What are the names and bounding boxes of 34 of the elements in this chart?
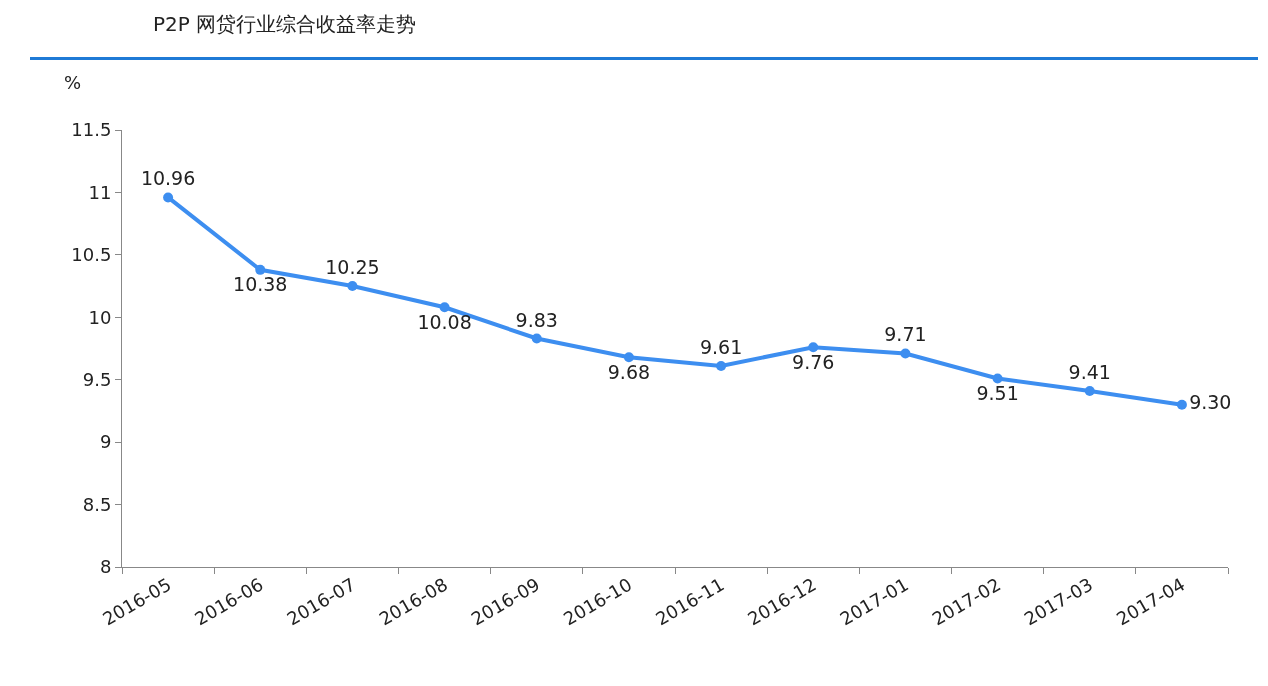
point (163, 192, 174, 203)
data-label: 10.25 (325, 256, 380, 279)
point (439, 302, 450, 313)
y-tick-label: 11 (88, 181, 112, 203)
data-label: 9.41 (1068, 360, 1111, 383)
y-tick-label: 8 (99, 556, 112, 578)
data-label: 10.96 (140, 167, 196, 190)
y-tick-label: 10.5 (71, 244, 112, 266)
data-label: 9.30 (1189, 391, 1232, 414)
y-tick-label: 9.5 (82, 369, 112, 391)
data-label: 10.08 (417, 310, 472, 333)
y-axis-title: % (64, 72, 82, 93)
chart-title: P2P 网贷行业综合收益率走势 (153, 12, 417, 36)
y-tick-label: 10 (88, 306, 112, 328)
data-label: 9.61 (699, 335, 743, 358)
y-tick-label: 9 (99, 431, 112, 453)
y-tick-label: 8.5 (82, 493, 112, 515)
y-tick-label: 11.5 (71, 119, 112, 141)
point (1176, 399, 1187, 410)
data-label: 9.83 (515, 308, 558, 331)
data-label: 9.68 (607, 360, 651, 383)
point (900, 348, 911, 359)
point (808, 342, 819, 353)
point (531, 333, 542, 344)
point (623, 352, 634, 363)
data-label: 10.38 (233, 273, 288, 296)
point (1084, 385, 1095, 396)
data-label: 9.76 (792, 350, 835, 373)
data-label: 9.51 (976, 381, 1019, 404)
point (716, 360, 727, 371)
data-label: 9.71 (884, 323, 927, 346)
point (347, 281, 358, 292)
point (992, 373, 1003, 384)
point (255, 264, 266, 275)
